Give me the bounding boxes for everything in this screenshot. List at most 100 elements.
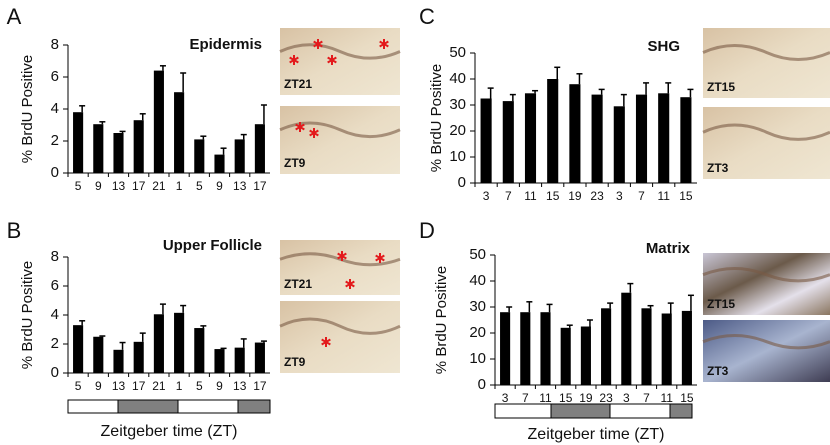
micrograph bbox=[703, 107, 830, 179]
chart-title: SHG bbox=[647, 38, 680, 55]
x-tick-label: 9 bbox=[95, 179, 102, 193]
bar bbox=[254, 342, 265, 373]
asterisk bbox=[309, 128, 319, 138]
error-bar bbox=[509, 93, 516, 102]
bar bbox=[613, 106, 625, 183]
x-tick-label: 13 bbox=[112, 179, 126, 193]
error-bar bbox=[687, 88, 694, 98]
y-tick-label: 2 bbox=[51, 335, 59, 352]
x-tick-label: 3 bbox=[483, 189, 490, 203]
x-tick-label: 23 bbox=[590, 189, 604, 203]
panel-label: B bbox=[7, 218, 22, 243]
error-bar bbox=[200, 135, 207, 140]
asterisk bbox=[289, 55, 299, 65]
x-tick-label: 17 bbox=[253, 179, 267, 193]
asterisk bbox=[295, 122, 305, 132]
error-bar bbox=[598, 88, 605, 95]
y-tick-label: 4 bbox=[51, 100, 59, 117]
error-bar bbox=[643, 82, 650, 95]
y-axis-label: % BrdU Positive bbox=[428, 64, 445, 172]
error-bar bbox=[99, 121, 106, 125]
tissue-edge bbox=[702, 44, 830, 61]
bar bbox=[214, 349, 225, 373]
micrograph bbox=[703, 253, 830, 315]
error-bar bbox=[687, 294, 694, 311]
x-tick-label: 17 bbox=[132, 379, 146, 393]
x-tick-label: 19 bbox=[579, 391, 593, 405]
asterisk bbox=[321, 337, 331, 347]
y-axis-label: % BrdU Positive bbox=[19, 261, 36, 369]
bar bbox=[73, 112, 84, 173]
error-bar bbox=[79, 105, 86, 113]
y-tick-label: 2 bbox=[51, 132, 59, 149]
error-bar bbox=[159, 303, 166, 315]
x-tick-label: 19 bbox=[568, 189, 582, 203]
bar bbox=[113, 133, 124, 173]
asterisk-stroke bbox=[375, 254, 385, 262]
x-tick-label: 17 bbox=[132, 179, 146, 193]
error-bar bbox=[665, 82, 672, 94]
bar bbox=[524, 93, 537, 183]
bar bbox=[93, 124, 104, 173]
image-label: ZT3 bbox=[707, 161, 729, 175]
asterisk bbox=[337, 251, 347, 261]
bar bbox=[641, 308, 652, 385]
tissue-edge bbox=[279, 317, 401, 335]
panel-label: A bbox=[7, 4, 22, 29]
bar bbox=[500, 312, 511, 385]
y-tick-label: 30 bbox=[449, 96, 466, 113]
error-bar bbox=[667, 302, 674, 314]
y-tick-label: 20 bbox=[469, 324, 486, 341]
panel-label: C bbox=[419, 4, 435, 29]
micrograph bbox=[280, 28, 400, 95]
asterisk-stroke bbox=[327, 56, 337, 64]
error-bar bbox=[119, 341, 126, 350]
tissue-edge bbox=[702, 123, 830, 141]
asterisk-stroke bbox=[289, 56, 299, 64]
y-tick-label: 0 bbox=[51, 164, 59, 181]
image-label: ZT3 bbox=[707, 364, 729, 378]
panel-label: D bbox=[419, 218, 435, 243]
tissue-edge bbox=[702, 334, 830, 350]
x-tick-label: 13 bbox=[233, 379, 247, 393]
y-tick-label: 0 bbox=[51, 364, 59, 381]
bar bbox=[661, 313, 672, 385]
chart-title: Upper Follicle bbox=[163, 237, 262, 254]
x-tick-label: 21 bbox=[152, 379, 166, 393]
asterisk bbox=[379, 39, 389, 49]
error-bar bbox=[607, 302, 614, 309]
bar bbox=[153, 70, 164, 173]
error-bar bbox=[159, 65, 166, 71]
tissue-edge bbox=[279, 43, 401, 60]
bar bbox=[174, 92, 185, 173]
chart-title: Epidermis bbox=[189, 36, 262, 53]
x-tick-label: 11 bbox=[539, 391, 552, 405]
x-tick-label: 3 bbox=[623, 391, 630, 405]
x-tick-label: 11 bbox=[660, 391, 673, 405]
x-tick-label: 5 bbox=[196, 179, 203, 193]
bar bbox=[194, 328, 205, 373]
image-label: ZT9 bbox=[284, 355, 306, 369]
bar bbox=[153, 314, 164, 373]
y-tick-label: 6 bbox=[51, 277, 59, 294]
error-bar bbox=[586, 319, 593, 327]
error-bar bbox=[620, 93, 627, 107]
asterisk-stroke bbox=[321, 338, 331, 346]
y-tick-label: 6 bbox=[51, 68, 59, 85]
bar bbox=[254, 124, 265, 173]
asterisk-stroke bbox=[379, 40, 389, 48]
micrograph bbox=[280, 240, 400, 295]
y-tick-label: 50 bbox=[469, 246, 486, 263]
y-tick-label: 10 bbox=[469, 350, 486, 367]
x-tick-label: 7 bbox=[638, 189, 645, 203]
y-tick-label: 8 bbox=[51, 36, 59, 53]
x-tick-label: 1 bbox=[176, 179, 183, 193]
bar bbox=[194, 139, 205, 173]
x-tick-label: 7 bbox=[522, 391, 529, 405]
y-tick-label: 40 bbox=[449, 70, 466, 87]
error-bar bbox=[240, 338, 247, 348]
bar bbox=[214, 154, 225, 173]
tissue-edge bbox=[279, 121, 401, 139]
bar bbox=[133, 341, 144, 373]
error-bar bbox=[487, 87, 494, 99]
